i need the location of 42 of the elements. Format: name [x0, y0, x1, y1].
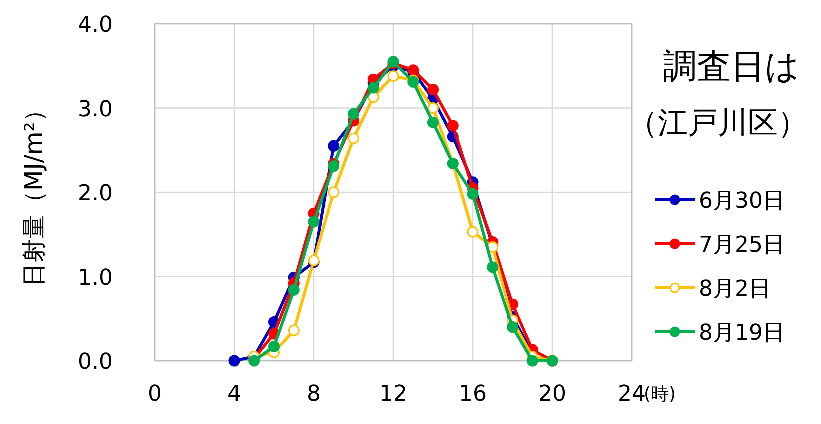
annotation: （江戸川区） [628, 106, 808, 141]
y-tick-label: 0.0 [78, 350, 113, 375]
legend-label: 7月25日 [699, 233, 785, 258]
x-tick-label: 0 [148, 382, 162, 407]
point [487, 262, 499, 274]
point [328, 160, 340, 172]
point [388, 70, 400, 82]
point [248, 355, 260, 367]
x-tick-label: 20 [538, 382, 566, 407]
x-axis-title: (時) [644, 384, 676, 405]
y-tick-label: 2.0 [78, 182, 113, 206]
y-tick-label: 1.0 [78, 266, 113, 291]
point [348, 132, 360, 144]
legend-label: 8月2日 [699, 277, 771, 302]
point [526, 355, 538, 367]
point [428, 116, 439, 128]
x-tick-label: 4 [228, 382, 242, 407]
legend-label: 8月19日 [699, 321, 785, 346]
point [348, 108, 360, 120]
x-tick-label: 16 [459, 382, 487, 407]
x-tick-label: 8 [307, 382, 321, 407]
point [368, 82, 380, 94]
point [288, 324, 300, 336]
y-tick-label: 4.0 [78, 13, 113, 38]
point [467, 188, 479, 200]
text: 調査日は [663, 47, 800, 87]
point [428, 84, 439, 96]
x-tick-label: 12 [380, 382, 408, 407]
legend-label: 6月30日 [699, 189, 785, 214]
y-tick-label: 3.0 [78, 97, 113, 122]
point [447, 120, 459, 132]
point [428, 102, 439, 114]
y-axis-title: 日射量（MJ/m²） [20, 98, 48, 287]
point [507, 322, 518, 334]
point [308, 216, 320, 228]
x-tick-label: 24 [618, 382, 646, 407]
point [328, 186, 340, 198]
point [268, 340, 280, 352]
point [467, 226, 479, 238]
point [288, 284, 300, 296]
point [328, 140, 340, 152]
point [228, 355, 240, 367]
